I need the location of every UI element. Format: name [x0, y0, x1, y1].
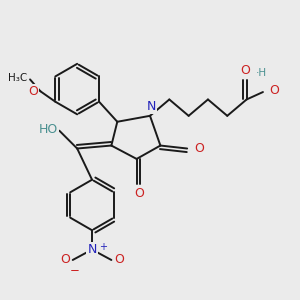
- Text: O: O: [195, 142, 205, 155]
- Text: O: O: [269, 84, 279, 97]
- Text: N: N: [87, 243, 97, 256]
- Text: +: +: [100, 242, 107, 252]
- Text: −: −: [69, 264, 79, 278]
- Text: O: O: [114, 254, 124, 266]
- Text: ·H: ·H: [256, 68, 267, 78]
- Text: O: O: [60, 254, 70, 266]
- Text: N: N: [147, 100, 156, 113]
- Text: H₃C: H₃C: [8, 73, 27, 83]
- Text: HO: HO: [39, 123, 58, 136]
- Text: O: O: [28, 85, 38, 98]
- Text: O: O: [240, 64, 250, 77]
- Text: O: O: [135, 187, 145, 200]
